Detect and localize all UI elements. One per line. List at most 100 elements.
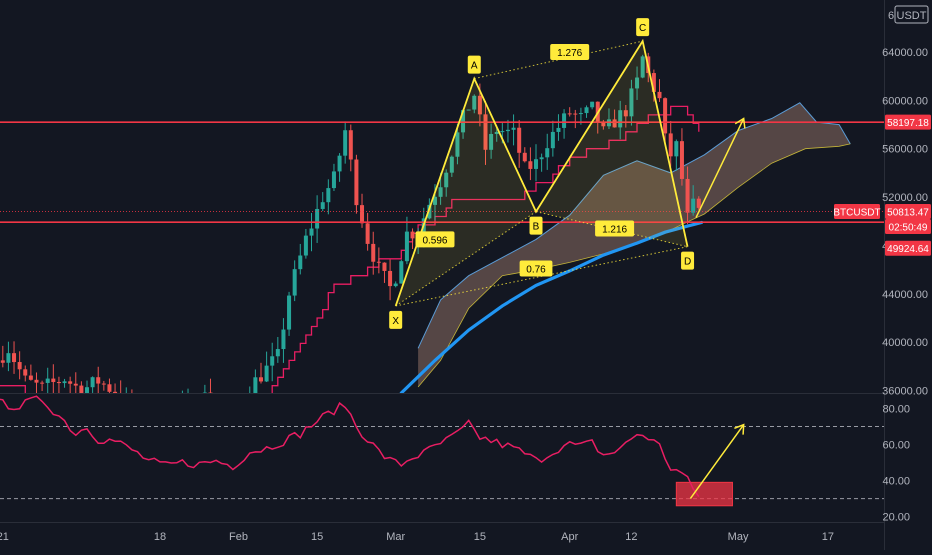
pattern-point-label: X (392, 316, 399, 327)
time-tick-label: Mar (386, 531, 405, 543)
rsi-arrow (689, 424, 745, 500)
candle-body (545, 148, 550, 158)
price-tick-label: 44000.00 (882, 289, 928, 301)
candle-body (562, 113, 567, 128)
candle-body (264, 365, 269, 382)
ratio-label-box (415, 231, 455, 248)
candle-body (444, 172, 449, 188)
candle-body (315, 208, 320, 229)
price-tick-label: 56000.00 (882, 144, 928, 156)
candle-body (337, 155, 342, 172)
candle-body (674, 141, 679, 157)
tag-support: 49924.64 (887, 244, 929, 255)
candle-body (567, 113, 572, 115)
pattern-point-box (636, 18, 650, 37)
candle-body (40, 382, 45, 384)
candle-body (618, 110, 623, 128)
candle-body (343, 130, 348, 156)
candle-body (612, 119, 617, 128)
price-arrow (695, 118, 745, 218)
candle-body (461, 110, 466, 133)
time-tick-label: Apr (561, 531, 578, 543)
time-tick-label: 17 (822, 531, 834, 543)
ratio-connector (395, 211, 537, 307)
pattern-point-box (681, 251, 695, 270)
tag-last-price: 50813.47 (887, 207, 929, 218)
ratio-label: 0.76 (526, 264, 546, 275)
candle-body (12, 353, 17, 363)
candle-body (365, 223, 370, 244)
candle-body (511, 127, 516, 130)
ratio-connector (474, 40, 643, 80)
baseline-path (0, 105, 700, 393)
candle-body (573, 113, 578, 115)
candle-body (640, 56, 645, 78)
tag-symbol-bg (834, 203, 880, 219)
time-axis-background (0, 522, 884, 550)
candle-body (90, 377, 95, 388)
candle-body (34, 379, 39, 383)
price-tick-label: 60000.00 (882, 95, 928, 107)
rsi-axis[interactable]: 80.00 60.00 40.00 20.00 (882, 403, 910, 523)
price-tick-label: 52000.00 (882, 192, 928, 204)
candle-body (96, 377, 101, 384)
rsi-line (0, 395, 700, 498)
cloud-upper-edge (417, 102, 851, 349)
time-tick-label: 15 (474, 531, 486, 543)
ratio-label: 1.216 (602, 225, 627, 236)
tag-countdown-bg (885, 218, 931, 234)
candle-body (455, 132, 460, 157)
time-tick-label: 21 (0, 531, 9, 543)
candle-body (68, 381, 73, 384)
candle-body (629, 88, 634, 117)
candle-body (107, 384, 112, 392)
candle-body (326, 188, 331, 203)
ratio-label-box (519, 260, 553, 277)
candle-body (505, 129, 510, 132)
candle-body (303, 235, 308, 256)
candle-body (623, 110, 628, 117)
top-partial-tick: 6 (888, 10, 894, 22)
rsi-box (675, 481, 733, 507)
price-tick-label: 64000.00 (882, 47, 928, 59)
time-tick-label: May (728, 531, 749, 543)
candle-body (73, 383, 78, 386)
candle-body (668, 133, 673, 157)
time-axis[interactable]: 21 18 Feb 15 Mar 15 Apr 12 May 17 (0, 531, 834, 543)
tag-support-bg (885, 240, 931, 256)
candle-body (651, 73, 656, 92)
candle-body (348, 130, 353, 160)
candle-body (17, 362, 22, 370)
candle-body (432, 196, 437, 205)
pattern-fill-bcd (536, 41, 688, 247)
candle-body (388, 270, 393, 287)
currency-box[interactable] (894, 5, 929, 24)
candle-body (477, 95, 482, 115)
candle-body (663, 98, 668, 134)
rsi-projection-arrow[interactable] (689, 423, 745, 500)
rsi-tick-label: 40.00 (882, 476, 910, 488)
time-tick-label: Feb (229, 531, 248, 543)
price-projection-arrow[interactable] (695, 117, 746, 218)
candle-body (62, 381, 67, 384)
candle-body (281, 329, 286, 350)
candle-body (360, 205, 365, 224)
candle-body (298, 255, 303, 270)
price-tags[interactable]: 58197.18 BTCUSDT 50813.47 02:50:49 49924.64 (833, 114, 931, 256)
pattern-point-label: D (684, 257, 691, 268)
candle-body (79, 385, 84, 393)
time-tick-label: 12 (625, 531, 637, 543)
candle-body (28, 375, 33, 380)
price-tick-label: 40000.00 (882, 337, 928, 349)
harmonic-pattern[interactable]: X A B C D 1.276 0.596 1.216 0.76 (389, 18, 695, 329)
pattern-point-box (529, 216, 543, 235)
pattern-point-label: C (639, 23, 646, 34)
rsi-highlight-box[interactable] (675, 481, 733, 507)
candle-body (0, 360, 5, 363)
candle-body (258, 377, 263, 382)
candle-body (438, 187, 443, 197)
candle-body (657, 91, 662, 99)
ratio-label-box (550, 43, 590, 60)
